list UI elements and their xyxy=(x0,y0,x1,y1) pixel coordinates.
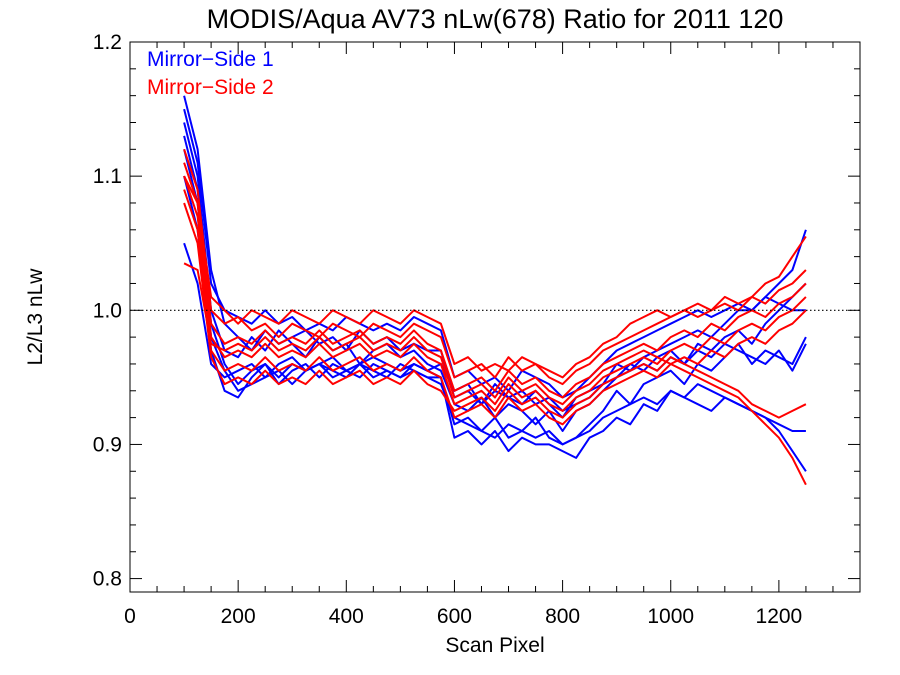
x-tick-label: 0 xyxy=(124,605,136,628)
series-line-mirror-side-2 xyxy=(183,262,807,486)
legend-label: Mirror−Side 1 xyxy=(147,48,274,71)
y-tick-label: 1.2 xyxy=(93,31,122,54)
x-tick-label: 800 xyxy=(545,605,580,628)
series-line-mirror-side-2 xyxy=(183,202,807,419)
y-axis-title: L2/L3 nLw xyxy=(24,268,47,366)
x-tick-label: 1000 xyxy=(647,605,694,628)
series-line-mirror-side-1 xyxy=(183,108,806,399)
series-line-mirror-side-2 xyxy=(183,175,807,379)
plot-frame xyxy=(129,41,861,593)
y-tick-label: 0.9 xyxy=(93,433,122,456)
x-tick-label: 400 xyxy=(329,605,364,628)
series-line-mirror-side-2 xyxy=(183,162,807,399)
series-line-mirror-side-2 xyxy=(183,189,807,426)
y-tick-label: 0.8 xyxy=(93,568,122,591)
series-line-mirror-side-1 xyxy=(183,175,807,472)
x-tick-label: 600 xyxy=(437,605,472,628)
series-line-mirror-side-2 xyxy=(183,148,807,386)
x-tick-label: 1200 xyxy=(756,605,803,628)
y-tick-label: 1.1 xyxy=(93,165,122,188)
legend-label: Mirror−Side 2 xyxy=(147,76,274,99)
chart-title: MODIS/Aqua AV73 nLw(678) Ratio for 2011 … xyxy=(207,4,784,34)
x-tick-label: 200 xyxy=(221,605,256,628)
plot-area: 0 200 400 600 800 1000 1200 0.8 0.9 1.0 1.1 1.2 Mirr… xyxy=(93,31,861,628)
y-tick-label: 1.0 xyxy=(93,299,122,322)
series-line-mirror-side-2 xyxy=(183,175,807,412)
x-axis-title: Scan Pixel xyxy=(445,634,544,657)
